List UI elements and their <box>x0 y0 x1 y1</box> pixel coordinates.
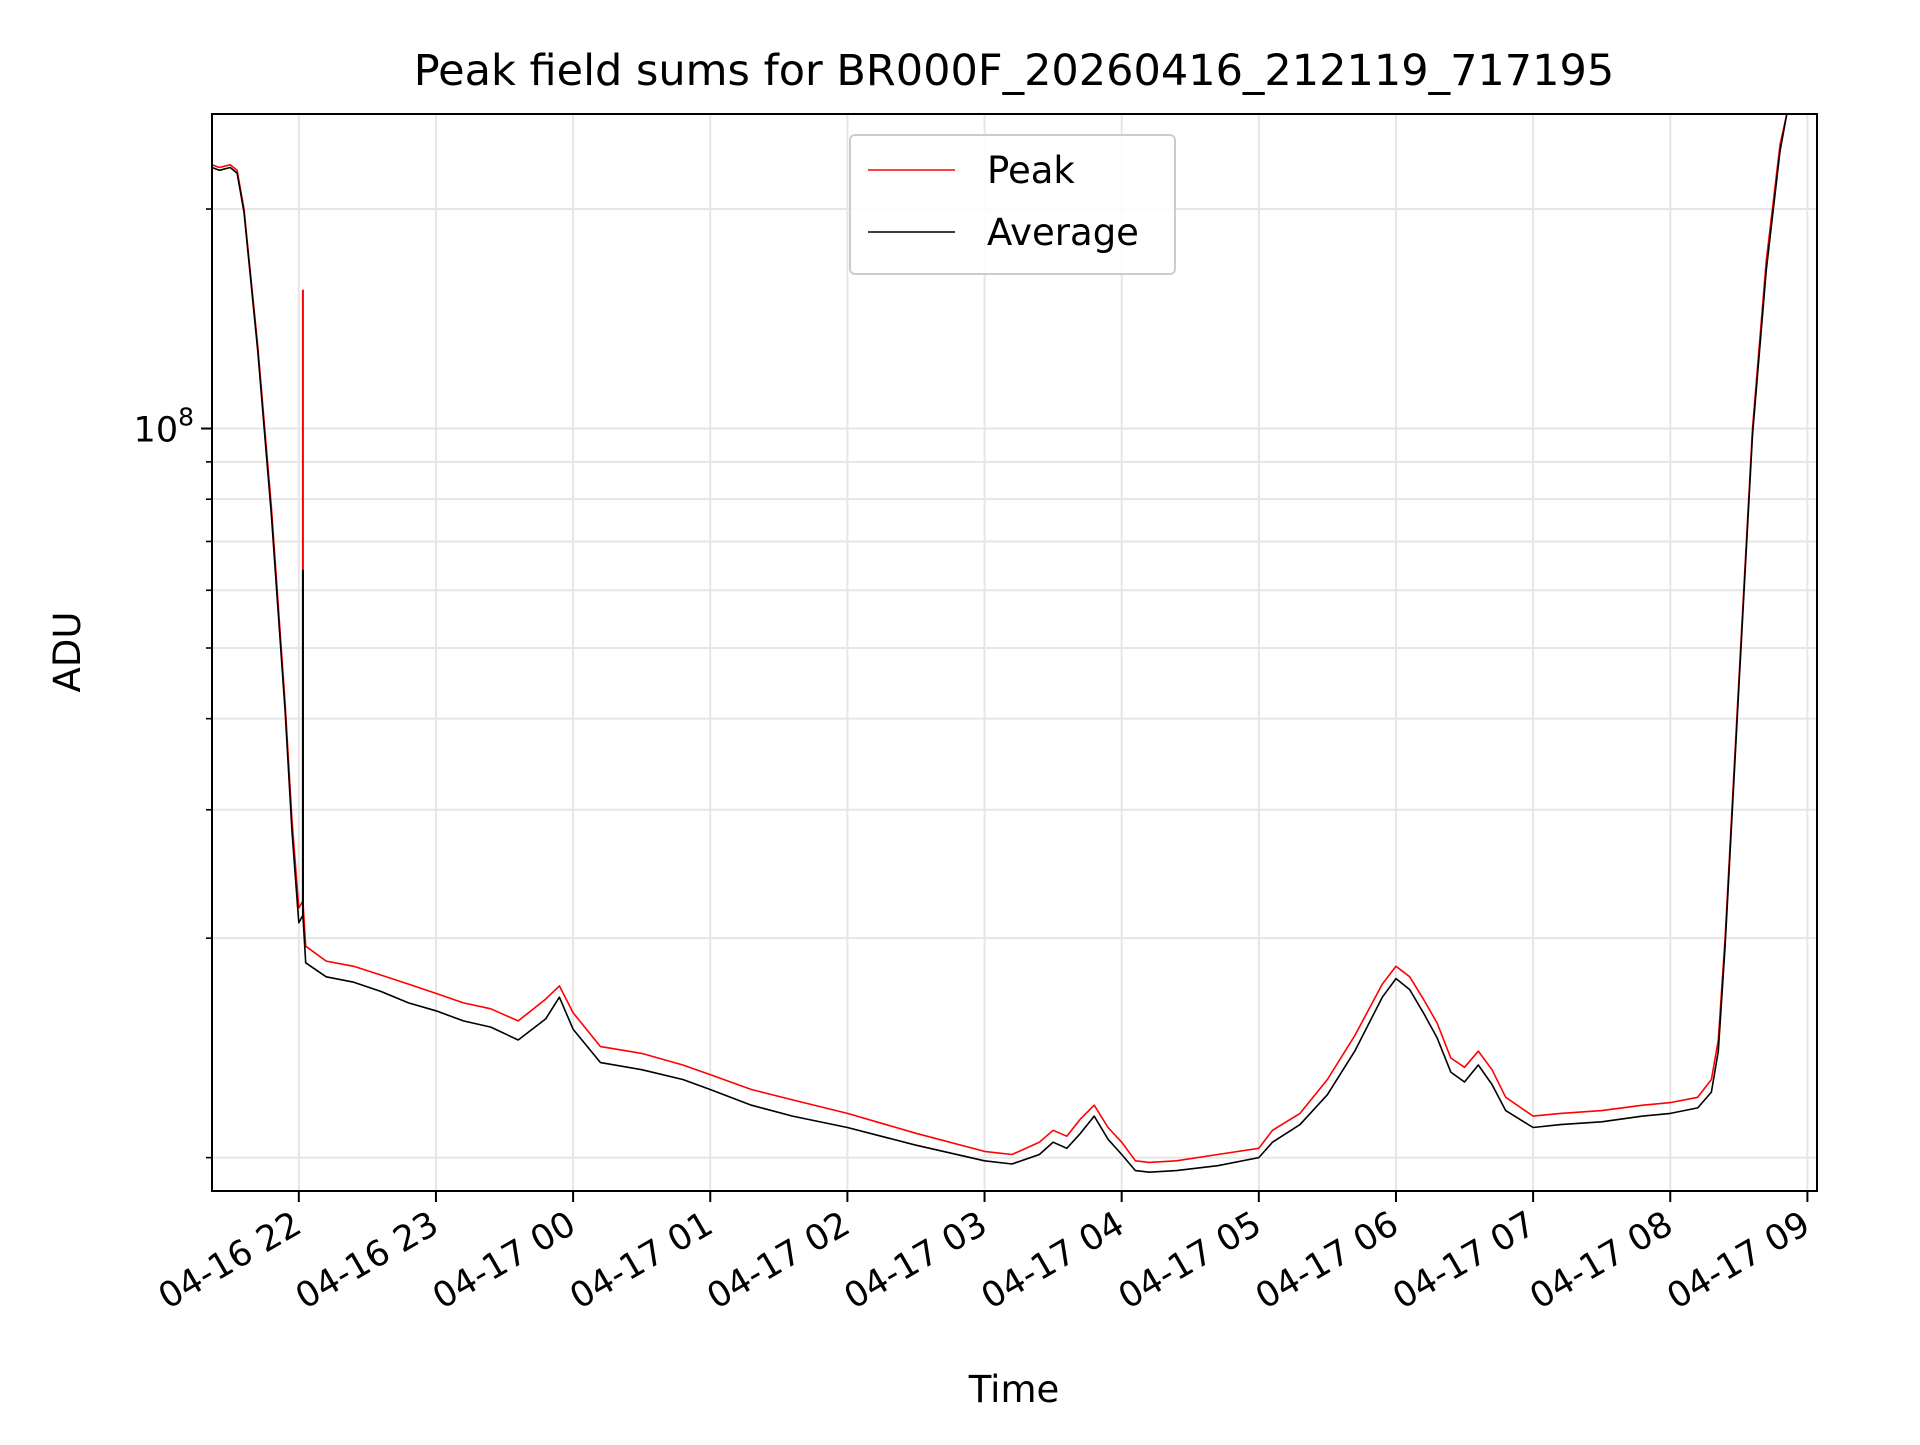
legend: Peak Average <box>849 134 1176 275</box>
series-line-peak <box>212 114 1817 1164</box>
series-line-average <box>212 114 1817 1173</box>
legend-peak-label: Peak <box>987 149 1075 192</box>
chart-title: Peak field sums for BR000F_20260416_2121… <box>414 46 1614 96</box>
y-tick-label-base: 10 <box>134 411 179 451</box>
legend-average-label: Average <box>987 211 1139 254</box>
y-tick-label-exponent: 8 <box>178 403 194 432</box>
plot-frame <box>211 113 1818 1192</box>
series-layer <box>212 114 1817 1173</box>
y-axis-label: ADU <box>46 612 89 693</box>
x-axis-label: Time <box>968 1368 1060 1411</box>
y-tick-label: 108 <box>134 403 194 451</box>
